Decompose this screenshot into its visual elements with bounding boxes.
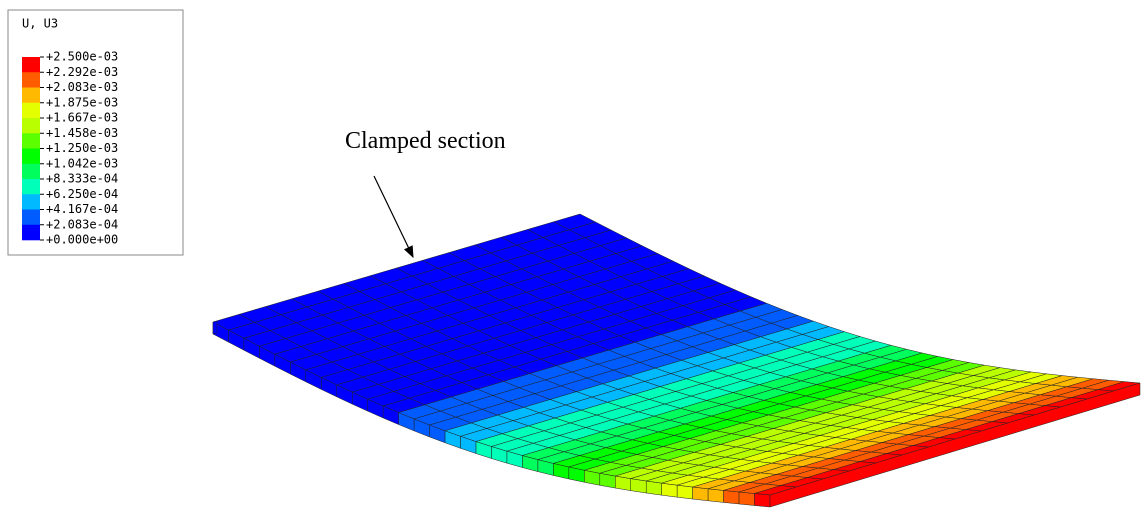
plate-side — [708, 489, 723, 503]
legend-label: +8.333e-04 — [46, 172, 118, 186]
legend-label: +1.250e-03 — [46, 141, 118, 155]
legend-label: +2.083e-03 — [46, 80, 118, 94]
legend-label: +0.000e+00 — [46, 233, 118, 247]
legend-band — [22, 149, 40, 165]
legend-band — [22, 118, 40, 134]
legend-band — [22, 194, 40, 210]
legend-title: U, U3 — [22, 17, 58, 31]
plate-side — [739, 492, 754, 506]
legend-band — [22, 103, 40, 119]
legend-label: +6.250e-04 — [46, 187, 118, 201]
legend-band — [22, 72, 40, 88]
legend-label: +2.500e-03 — [46, 50, 118, 64]
legend-label: +2.292e-03 — [46, 65, 118, 79]
plate-side — [677, 485, 692, 499]
legend-band — [22, 88, 40, 104]
legend-label: +2.083e-04 — [46, 217, 118, 231]
plate-end — [213, 321, 217, 334]
legend-band — [22, 225, 40, 241]
legend-band — [22, 210, 40, 226]
plate-model — [213, 214, 1140, 507]
legend: +2.500e-03+2.292e-03+2.083e-03+1.875e-03… — [22, 50, 118, 247]
legend-label: +1.042e-03 — [46, 156, 118, 170]
plate-side — [724, 490, 739, 504]
plate-side — [646, 481, 661, 495]
legend-band — [22, 133, 40, 149]
annotation-arrow — [374, 176, 413, 257]
legend-label: +4.167e-04 — [46, 202, 118, 216]
viewport: U, U3 +2.500e-03+2.292e-03+2.083e-03+1.8… — [0, 0, 1142, 511]
annotation: Clamped section — [345, 128, 506, 154]
legend-label: +1.875e-03 — [46, 95, 118, 109]
legend-label: +1.458e-03 — [46, 126, 118, 140]
plate-side — [693, 487, 708, 501]
plate-side — [662, 483, 677, 497]
legend-band — [22, 57, 40, 73]
legend-band — [22, 179, 40, 195]
legend-band — [22, 164, 40, 180]
plate-side — [755, 494, 770, 507]
legend-label: +1.667e-03 — [46, 111, 118, 125]
page: U, U3 +2.500e-03+2.292e-03+2.083e-03+1.8… — [0, 0, 1142, 511]
